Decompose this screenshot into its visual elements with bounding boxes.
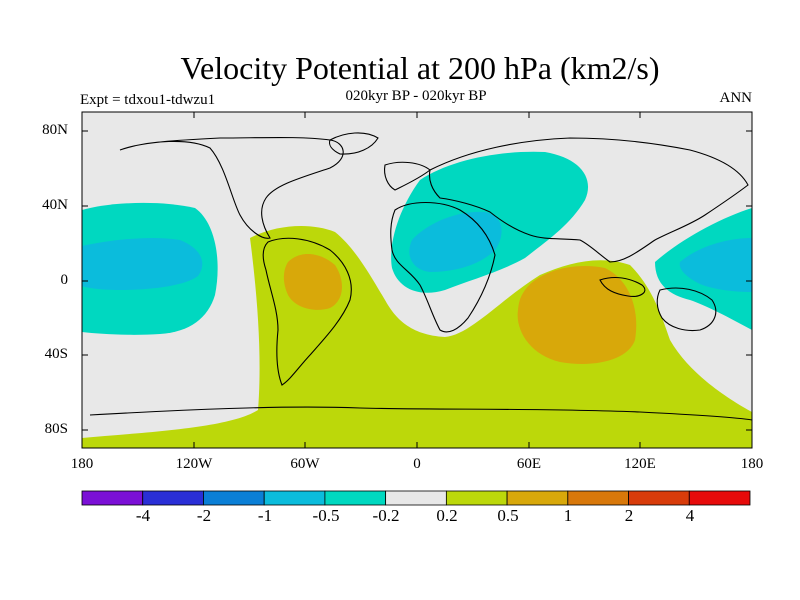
colorbar-box	[445, 490, 508, 506]
season-label: ANN	[719, 90, 753, 106]
colorbar-label: -2	[196, 506, 212, 525]
lat-label-80s: 80S	[44, 421, 68, 437]
colorbar-box	[142, 490, 204, 506]
lat-label-40n: 40N	[42, 197, 68, 213]
colorbar-label: 0.2	[436, 506, 458, 525]
lat-label-40s: 40S	[44, 346, 68, 362]
negative-core-west-pacific	[679, 238, 752, 292]
positive-core-south-america	[283, 254, 342, 310]
lon-label-180w: 180	[70, 456, 94, 472]
positive-core-indian-ocean	[517, 266, 637, 364]
negative-core-middle-east	[409, 211, 502, 272]
plot-subtitle: 020kyr BP - 020kyr BP	[345, 88, 487, 104]
colorbar-label: 4	[685, 506, 695, 525]
colorbar	[81, 490, 751, 506]
colorbar-box	[506, 490, 569, 506]
colorbar-box	[567, 490, 629, 506]
coastlines	[89, 132, 752, 421]
colorbar-box	[81, 490, 144, 506]
colorbar-label: -4	[135, 506, 151, 525]
lat-label-0: 0	[60, 272, 69, 288]
plot-title: Velocity Potential at 200 hPa (km2/s)	[180, 50, 660, 86]
colorbar-label: -0.5	[312, 506, 340, 525]
colorbar-label: 1	[563, 506, 573, 525]
colorbar-box	[628, 490, 690, 506]
colorbar-box	[324, 490, 387, 506]
lon-label-120w: 120W	[175, 456, 213, 472]
colorbar-box	[203, 490, 265, 506]
lat-label-80n: 80N	[42, 122, 68, 138]
map-field	[82, 112, 752, 448]
colorbar-box	[385, 490, 447, 506]
lon-label-60e: 60E	[516, 456, 542, 472]
colorbar-box	[688, 490, 751, 506]
lon-label-120e: 120E	[624, 456, 656, 472]
lon-label-180e: 180	[740, 456, 764, 472]
lon-label-60w: 60W	[290, 456, 320, 472]
colorbar-label: 0.5	[497, 506, 519, 525]
colorbar-box	[263, 490, 326, 506]
colorbar-label: -1	[257, 506, 273, 525]
colorbar-label: 2	[624, 506, 634, 525]
axis-ticks	[81, 112, 753, 448]
lon-label-0: 0	[413, 456, 421, 472]
colorbar-label: -0.2	[372, 506, 400, 525]
experiment-label: Expt = tdxou1-tdwzu1	[80, 92, 216, 108]
negative-core-east-pacific	[82, 237, 203, 290]
